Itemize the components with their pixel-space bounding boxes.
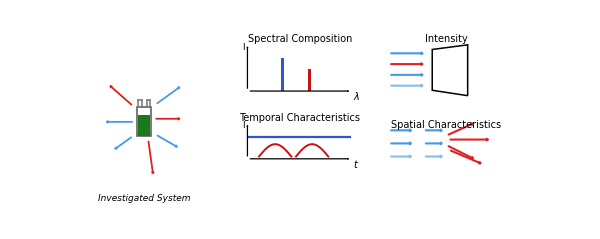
Bar bbox=[308, 70, 311, 91]
Text: I: I bbox=[242, 121, 244, 130]
Bar bbox=[137, 107, 151, 136]
Text: Temporal Characteristics: Temporal Characteristics bbox=[239, 113, 361, 123]
Text: Investigated System: Investigated System bbox=[98, 195, 191, 203]
Bar bbox=[281, 58, 284, 91]
Text: Spatial Characteristics: Spatial Characteristics bbox=[391, 120, 501, 130]
Text: Spectral Composition: Spectral Composition bbox=[248, 34, 352, 44]
Text: λ: λ bbox=[354, 92, 359, 102]
Text: t: t bbox=[354, 160, 358, 170]
Text: I: I bbox=[242, 43, 244, 52]
Text: Intensity: Intensity bbox=[425, 34, 467, 44]
Bar bbox=[138, 115, 150, 136]
